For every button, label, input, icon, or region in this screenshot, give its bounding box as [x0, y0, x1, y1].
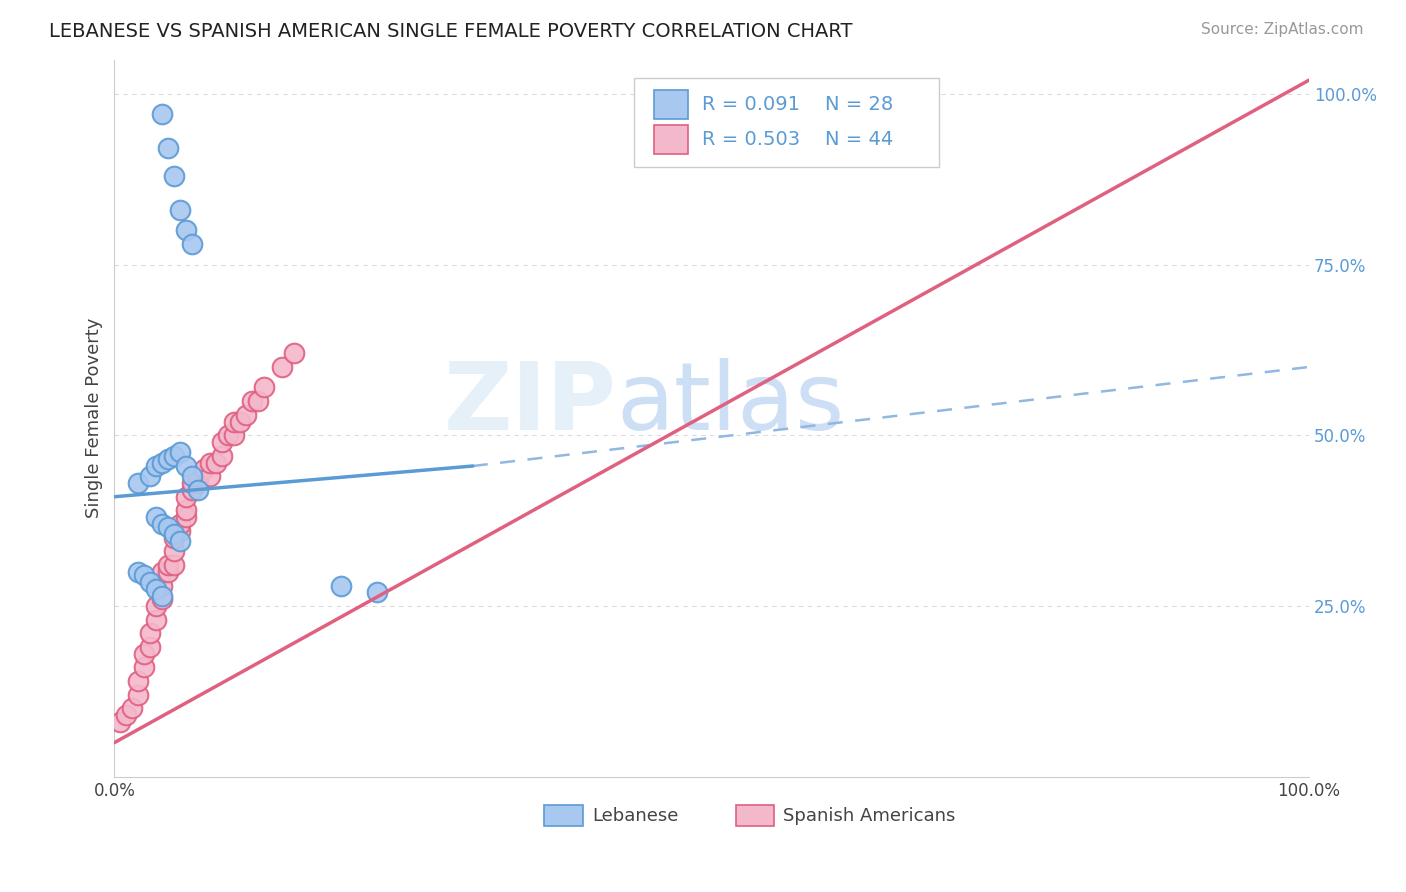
Point: [157, 452, 180, 467]
Point: [134, 647, 156, 661]
Text: LEBANESE VS SPANISH AMERICAN SINGLE FEMALE POVERTY CORRELATION CHART: LEBANESE VS SPANISH AMERICAN SINGLE FEMA…: [49, 22, 852, 41]
Bar: [654, 90, 688, 120]
Point: [115, 708, 138, 723]
Point: [145, 613, 167, 627]
Point: [181, 476, 204, 491]
Text: ZIP: ZIP: [443, 358, 616, 450]
Point: [169, 534, 191, 549]
Point: [150, 517, 173, 532]
Point: [270, 359, 292, 374]
Text: N = 44: N = 44: [825, 129, 893, 149]
Bar: [735, 805, 773, 825]
Point: [211, 435, 233, 450]
Point: [169, 445, 191, 459]
Point: [145, 458, 167, 473]
Point: [157, 141, 180, 155]
Text: R = 0.503: R = 0.503: [702, 129, 800, 149]
Point: [283, 346, 305, 360]
Point: [169, 524, 191, 538]
Point: [229, 415, 252, 429]
Point: [163, 527, 186, 541]
Point: [150, 107, 173, 121]
Point: [174, 223, 197, 237]
Point: [169, 202, 191, 217]
Point: [330, 578, 353, 592]
Text: atlas: atlas: [616, 358, 845, 450]
Point: [187, 469, 209, 483]
Point: [157, 565, 180, 579]
Point: [145, 599, 167, 613]
Point: [222, 415, 245, 429]
Point: [150, 456, 173, 470]
Point: [157, 520, 180, 534]
Point: [174, 490, 197, 504]
Point: [174, 503, 197, 517]
Point: [198, 456, 221, 470]
Point: [150, 592, 173, 607]
FancyBboxPatch shape: [634, 78, 939, 167]
Point: [150, 578, 173, 592]
Point: [222, 428, 245, 442]
Point: [187, 483, 209, 497]
Point: [110, 715, 132, 730]
Point: [139, 640, 162, 654]
Text: Source: ZipAtlas.com: Source: ZipAtlas.com: [1201, 22, 1364, 37]
Text: Spanish Americans: Spanish Americans: [783, 806, 956, 824]
Point: [181, 237, 204, 252]
Point: [163, 449, 186, 463]
Point: [139, 626, 162, 640]
Point: [157, 558, 180, 572]
Point: [127, 688, 149, 702]
Point: [193, 462, 215, 476]
Point: [121, 701, 143, 715]
Point: [127, 476, 149, 491]
Text: N = 28: N = 28: [825, 95, 893, 113]
Text: R = 0.091: R = 0.091: [702, 95, 800, 113]
Point: [211, 449, 233, 463]
Point: [139, 469, 162, 483]
Y-axis label: Single Female Poverty: Single Female Poverty: [86, 318, 103, 518]
Point: [174, 458, 197, 473]
Point: [181, 469, 204, 483]
Point: [145, 510, 167, 524]
Point: [366, 585, 388, 599]
Point: [134, 568, 156, 582]
Point: [163, 169, 186, 183]
Point: [198, 469, 221, 483]
Point: [187, 476, 209, 491]
Point: [163, 544, 186, 558]
Bar: [654, 125, 688, 153]
Point: [181, 483, 204, 497]
Bar: [544, 805, 582, 825]
Point: [127, 565, 149, 579]
Point: [134, 660, 156, 674]
Point: [150, 565, 173, 579]
Point: [145, 582, 167, 596]
Point: [150, 589, 173, 603]
Point: [169, 517, 191, 532]
Point: [253, 380, 276, 394]
Point: [240, 394, 263, 409]
Point: [235, 408, 257, 422]
Point: [139, 575, 162, 590]
Point: [174, 510, 197, 524]
Point: [246, 394, 269, 409]
Point: [163, 558, 186, 572]
Point: [163, 531, 186, 545]
Point: [205, 456, 228, 470]
Text: Lebanese: Lebanese: [592, 806, 679, 824]
Point: [127, 674, 149, 689]
Point: [217, 428, 239, 442]
